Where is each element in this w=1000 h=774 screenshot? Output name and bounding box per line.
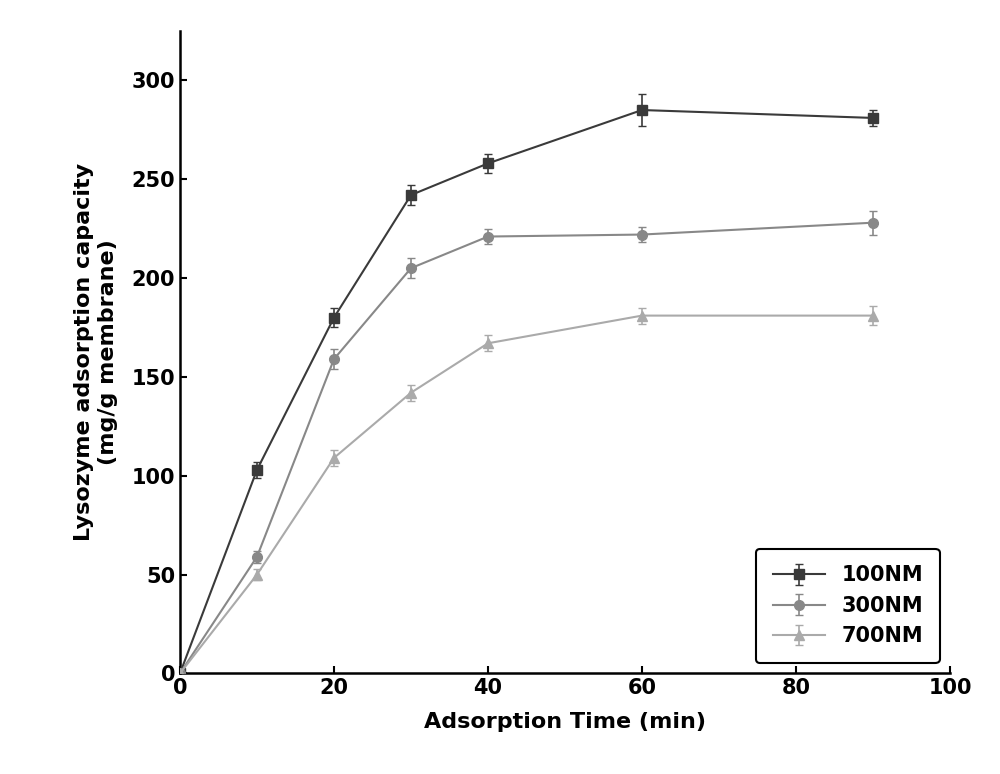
Y-axis label: Lysozyme adsorption capacity
(mg/g membrane): Lysozyme adsorption capacity (mg/g membr… <box>74 163 118 541</box>
X-axis label: Adsorption Time (min): Adsorption Time (min) <box>424 712 706 732</box>
Legend: 100NM, 300NM, 700NM: 100NM, 300NM, 700NM <box>756 549 940 663</box>
